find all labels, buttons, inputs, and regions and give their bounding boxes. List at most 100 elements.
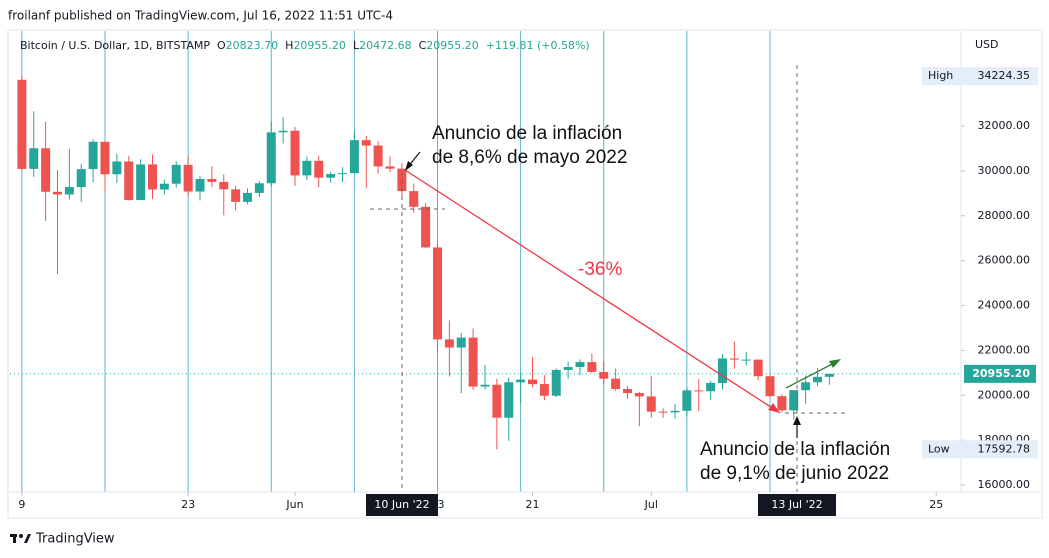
candle-body bbox=[159, 183, 169, 190]
y-tick-label: 26000.00 bbox=[978, 254, 1031, 267]
candle-body bbox=[718, 358, 727, 383]
last-price-label: 20955.20 bbox=[972, 367, 1030, 380]
candle-body bbox=[183, 164, 193, 192]
chart-frame bbox=[7, 29, 1043, 519]
candle-body bbox=[789, 390, 799, 411]
date-label-bg bbox=[758, 494, 836, 516]
candle-body bbox=[504, 382, 514, 418]
candle-body bbox=[100, 141, 110, 175]
candle-body bbox=[349, 140, 359, 174]
candle-body bbox=[373, 145, 383, 167]
candle-body bbox=[338, 173, 347, 175]
legend-value: 20823.70 bbox=[225, 39, 279, 52]
candle-body bbox=[397, 168, 407, 192]
candle-body bbox=[278, 130, 288, 133]
candle-body bbox=[444, 339, 454, 348]
brand: TradingView bbox=[35, 532, 115, 547]
candle-body bbox=[124, 161, 134, 201]
annotation: de 9,1% de junio 2022 bbox=[700, 463, 889, 484]
date-label: 10 Jun '22 bbox=[374, 498, 429, 511]
candle-body bbox=[634, 393, 644, 397]
annotation: -36% bbox=[578, 259, 622, 280]
currency: USD bbox=[975, 38, 999, 51]
trend-arrow bbox=[768, 403, 780, 413]
trend-arrow bbox=[829, 359, 841, 368]
candle-body bbox=[741, 359, 751, 361]
y-tick-label: 22000.00 bbox=[978, 343, 1031, 356]
price-marker-bg bbox=[922, 440, 1038, 459]
candle-body bbox=[207, 178, 217, 182]
candle-body bbox=[528, 379, 537, 385]
x-tick-label: Jul bbox=[644, 498, 658, 511]
candle-body bbox=[777, 396, 787, 411]
annotation: Anuncio de la inflación bbox=[700, 439, 890, 460]
byline: froilanf published on TradingView.com, J… bbox=[8, 9, 393, 23]
legend-change: +119.81 (+0.58%) bbox=[485, 39, 590, 52]
candle-body bbox=[468, 337, 478, 387]
legend-key: C bbox=[418, 39, 427, 52]
candle-body bbox=[646, 396, 656, 412]
annotation: de 8,6% de mayo 2022 bbox=[432, 147, 627, 168]
candle-body bbox=[539, 384, 549, 396]
legend-key: O bbox=[216, 39, 226, 52]
candle-body bbox=[64, 187, 74, 195]
candle-body bbox=[112, 161, 122, 175]
legend-value: 20472.68 bbox=[359, 39, 412, 52]
candle-body bbox=[243, 192, 252, 202]
candle-body bbox=[302, 160, 312, 176]
pointer-head bbox=[405, 161, 413, 171]
candle-body bbox=[409, 191, 419, 207]
candle-body bbox=[41, 148, 51, 192]
candle-body bbox=[314, 160, 324, 178]
candle-body bbox=[599, 371, 609, 379]
candle-body bbox=[694, 390, 704, 392]
candle-body bbox=[575, 362, 585, 368]
price-axis-bg bbox=[962, 31, 1041, 517]
candle-body bbox=[136, 164, 146, 201]
candle-body bbox=[824, 373, 834, 377]
candle-body bbox=[231, 189, 241, 202]
candle-body bbox=[171, 164, 181, 184]
candle-body bbox=[385, 166, 395, 169]
plot bbox=[10, 76, 960, 450]
candle-body bbox=[623, 389, 632, 394]
legend: Bitcoin / U.S. Dollar, 1D, BITSTAMP O208… bbox=[20, 39, 590, 52]
axes: 16000.0018000.0020000.0022000.0024000.00… bbox=[18, 67, 1038, 511]
trend-line-up bbox=[785, 360, 839, 389]
x-tick-label: Jun bbox=[285, 498, 303, 511]
trend-line bbox=[404, 169, 781, 414]
candle-body bbox=[254, 183, 264, 193]
vertical-lines bbox=[21, 31, 771, 492]
candle-body bbox=[290, 130, 300, 176]
price-marker-label: Low bbox=[928, 442, 950, 455]
price-marker-value: 34224.35 bbox=[978, 69, 1031, 82]
legend-value: 20955.20 bbox=[293, 39, 346, 52]
candle-body bbox=[76, 169, 86, 188]
last-price-bg bbox=[964, 364, 1036, 383]
y-tick-label: 20000.00 bbox=[978, 388, 1031, 401]
candle-body bbox=[801, 382, 811, 391]
candle-body bbox=[421, 206, 431, 248]
candle-body bbox=[29, 148, 39, 169]
y-tick-label: 28000.00 bbox=[978, 209, 1031, 222]
candle-body bbox=[706, 382, 716, 392]
candle-body bbox=[682, 390, 692, 411]
candle-body bbox=[480, 384, 490, 387]
candle-body bbox=[148, 164, 157, 190]
candle-body bbox=[433, 247, 442, 340]
date-label: 13 Jul '22 bbox=[771, 498, 822, 511]
y-tick-label: 30000.00 bbox=[978, 164, 1031, 177]
candle-body bbox=[266, 132, 276, 184]
x-tick-label: 25 bbox=[929, 498, 943, 511]
candle-body bbox=[88, 141, 98, 170]
candle-body bbox=[765, 376, 775, 397]
candle-body bbox=[195, 178, 205, 192]
candle-body bbox=[587, 362, 597, 372]
legend-key: H bbox=[285, 39, 294, 52]
candle-body bbox=[670, 410, 680, 413]
candle-body bbox=[326, 174, 336, 178]
date-label-bg bbox=[366, 494, 438, 516]
logo bbox=[10, 534, 31, 543]
candle-body bbox=[17, 79, 27, 169]
